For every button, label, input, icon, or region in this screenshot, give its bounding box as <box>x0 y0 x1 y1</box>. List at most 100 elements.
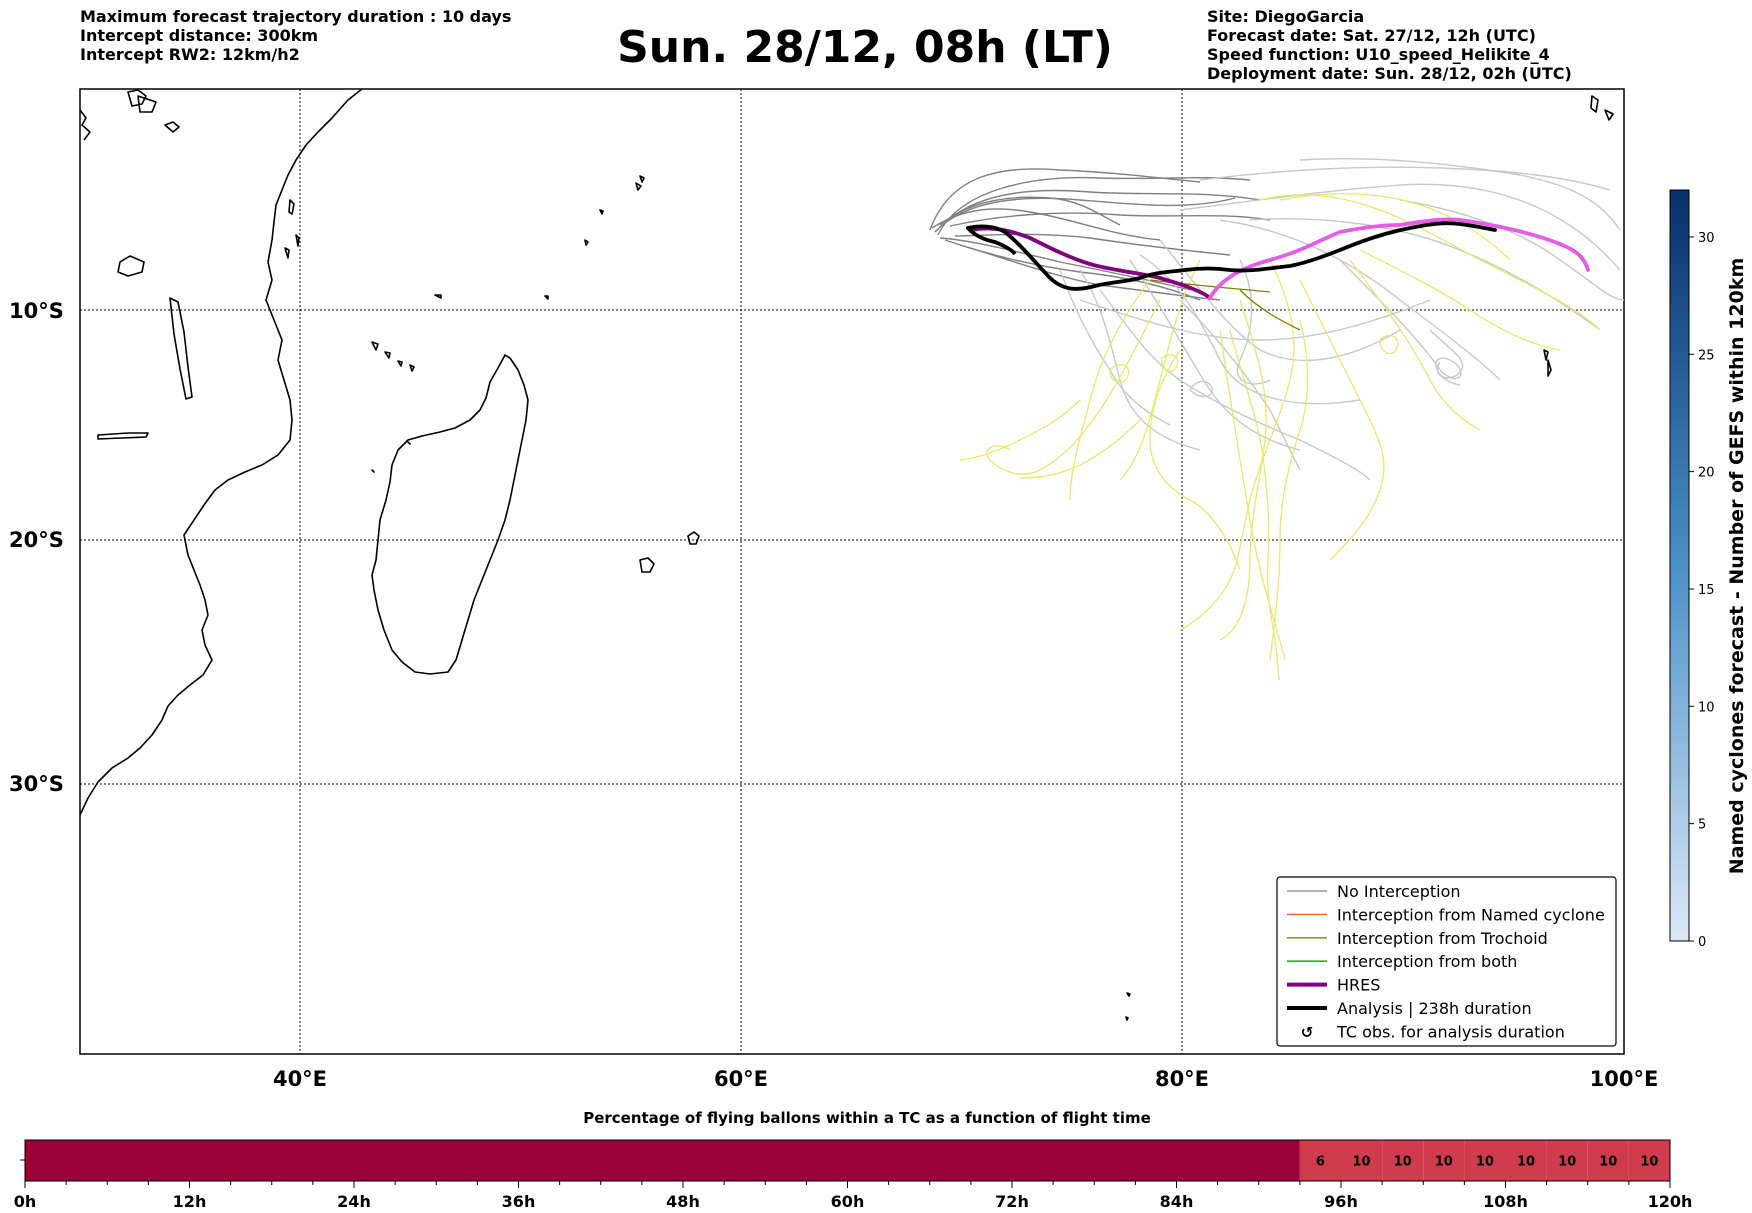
track-path <box>1079 299 1431 341</box>
legend-item: Interception from Named cyclone <box>1287 905 1605 924</box>
track-path <box>1339 259 1462 386</box>
graticule <box>80 89 1624 1054</box>
speed-function-text: Speed function: U10_speed_Helikite_4 <box>1207 45 1550 64</box>
legend-items: No Interception Interception from Named c… <box>1287 882 1605 1041</box>
flight-bar-cell-fill <box>1587 1140 1629 1181</box>
flight-bar-cell-value: 10 <box>1558 1155 1576 1170</box>
flight-bar-tick-label: 108h <box>1483 1192 1528 1211</box>
legend-item: Analysis | 238h duration <box>1287 999 1532 1018</box>
track-path <box>954 233 1231 256</box>
track-path <box>949 212 1271 227</box>
lat-label-20s: 20°S <box>9 528 64 552</box>
legend-label: Interception from Trochoid <box>1337 929 1548 948</box>
legend-label: TC obs. for analysis duration <box>1336 1022 1565 1041</box>
latitude-labels: 10°S 20°S 30°S <box>9 299 64 796</box>
track-path <box>1159 239 1401 362</box>
legend-label: No Interception <box>1337 882 1461 901</box>
madagascar-outline <box>371 354 529 675</box>
flight-bar-zero-span <box>25 1140 1300 1181</box>
lon-label-60e: 60°E <box>714 1067 768 1091</box>
track-path <box>1179 183 1621 271</box>
header-right: Site: DiegoGarcia Forecast date: Sat. 27… <box>1207 7 1572 83</box>
track-path <box>1359 249 1561 351</box>
legend-box <box>1276 876 1617 1047</box>
track-path <box>1119 259 1201 481</box>
flight-bar-cell: 10 <box>1546 1140 1588 1181</box>
flight-bar-cell-fill <box>1382 1140 1424 1181</box>
colorbar-tick-label: 20 <box>1698 466 1715 481</box>
flight-bar-ticks: 0h 12h 24h 36h 48h 60h 72h 84h 96h 108h 120h <box>14 1181 1693 1211</box>
forecast-date-text: Forecast date: Sat. 27/12, 12h (UTC) <box>1207 26 1536 45</box>
flight-bar-cell-fill <box>1546 1140 1588 1181</box>
track-path <box>1099 289 1371 481</box>
trochoid-tracks <box>959 193 1601 681</box>
legend-item: No Interception <box>1287 882 1461 901</box>
interception-track <box>1149 279 1271 293</box>
track-path <box>1019 419 1141 479</box>
flight-bar-cells: 6 10 10 10 10 10 10 10 10 <box>25 1140 1670 1181</box>
tc-obs-marker-icon: ↺ <box>1301 1023 1314 1041</box>
deployment-date-text: Deployment date: Sun. 28/12, 02h (UTC) <box>1207 64 1572 83</box>
lake-victoria <box>117 255 145 277</box>
flight-bar-cell-value: 10 <box>1435 1155 1453 1170</box>
lake-malawi <box>97 432 149 440</box>
track-path <box>1229 329 1281 681</box>
flight-bar-cell: 10 <box>1464 1140 1506 1181</box>
track-path <box>1236 259 1271 385</box>
flight-bar-tick-label: 60h <box>831 1192 865 1211</box>
track-path <box>1109 363 1130 383</box>
track-path <box>947 189 1261 221</box>
interception-track <box>1239 289 1301 331</box>
hres-track-late <box>1208 217 1590 300</box>
legend-label: Interception from both <box>1337 952 1517 971</box>
trochoid-interception-tracks <box>1149 279 1301 331</box>
flight-bar-tick-label: 24h <box>337 1192 371 1211</box>
track-path <box>1299 157 1621 231</box>
zanzibar-islands <box>284 199 300 259</box>
track-path <box>1079 269 1201 451</box>
flight-bar-tick-label: 84h <box>1160 1192 1194 1211</box>
flight-bar-tick-label: 120h <box>1648 1192 1693 1211</box>
flight-bar-cell: 10 <box>1382 1140 1424 1181</box>
lake-tanganyika <box>169 297 193 400</box>
east-coast-islands <box>1543 95 1614 377</box>
track-path <box>1379 334 1399 355</box>
flight-bar-tick-label: 12h <box>173 1192 207 1211</box>
track-path <box>1269 319 1309 661</box>
header-left: Maximum forecast trajectory duration : 1… <box>80 7 511 64</box>
small-islands <box>371 294 1131 1021</box>
horn-coast <box>80 109 91 141</box>
track-path <box>1199 166 1611 191</box>
track-path <box>1189 380 1214 398</box>
track-path <box>1349 259 1481 431</box>
track-path <box>1429 329 1464 379</box>
coastlines <box>80 89 1614 1021</box>
flight-bar-cell: 10 <box>1587 1140 1629 1181</box>
flight-bar-cell-value: 10 <box>1517 1155 1535 1170</box>
flight-bar-cell: 10 <box>1505 1140 1547 1181</box>
colorbar-tick-label: 15 <box>1698 583 1715 598</box>
colorbar-ticks: 0 5 10 15 20 25 30 <box>1689 231 1715 950</box>
analysis-track <box>966 221 1497 291</box>
reunion-island <box>687 531 700 545</box>
lat-label-10s: 10°S <box>9 299 64 323</box>
flight-bar-tick-label: 0h <box>14 1192 37 1211</box>
colorbar-tick-label: 5 <box>1698 818 1706 833</box>
flight-bar-cell: 10 <box>1341 1140 1383 1181</box>
track-path <box>937 176 1251 236</box>
colorbar-tick-label: 30 <box>1698 231 1715 246</box>
socotra-outline <box>127 89 180 133</box>
flight-bar-cell-fill <box>1505 1140 1547 1181</box>
legend-label: HRES <box>1337 976 1380 995</box>
track-path <box>1219 329 1286 661</box>
flight-bar-cell-fill <box>1628 1140 1670 1181</box>
legend-item: Interception from Trochoid <box>1287 929 1548 948</box>
legend-item: HRES <box>1287 976 1380 995</box>
lat-label-30s: 30°S <box>9 772 64 796</box>
track-path <box>959 399 1081 461</box>
track-path <box>1299 279 1385 561</box>
track-path <box>1259 194 1601 331</box>
colorbar-tick-label: 25 <box>1698 348 1715 363</box>
flight-time-bar: Percentage of flying ballons within a TC… <box>14 1109 1693 1211</box>
flight-bar-cell: 6 <box>1299 1140 1341 1181</box>
